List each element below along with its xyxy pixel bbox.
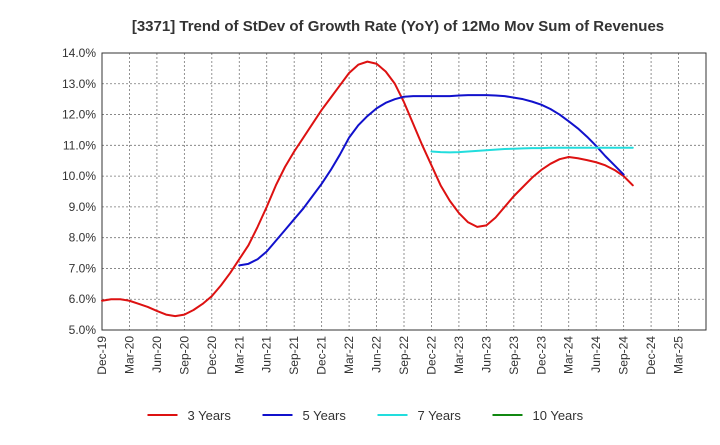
legend-label: 7 Years bbox=[418, 408, 462, 423]
y-tick-label: 9.0% bbox=[69, 200, 97, 214]
legend-item: 5 Years bbox=[262, 408, 347, 423]
series-line-5-years bbox=[238, 94, 625, 267]
x-tick-label: Jun-20 bbox=[150, 336, 164, 373]
series-line-3-years bbox=[101, 60, 634, 318]
x-tick-label: Mar-25 bbox=[672, 336, 686, 374]
y-tick-label: 8.0% bbox=[69, 231, 97, 245]
legend-item: 3 Years bbox=[147, 408, 232, 423]
x-tick-label: Dec-19 bbox=[95, 336, 109, 375]
x-tick-label: Dec-21 bbox=[315, 336, 329, 375]
plot-area bbox=[102, 53, 706, 330]
legend: 3 Years 5 Years 7 Years 10 Years bbox=[147, 408, 584, 423]
x-tick-label: Mar-20 bbox=[122, 336, 136, 374]
legend-item: 10 Years bbox=[492, 408, 584, 423]
legend-label: 3 Years bbox=[188, 408, 232, 423]
series-layer bbox=[101, 60, 634, 318]
x-tick-label: Jun-23 bbox=[479, 336, 493, 373]
y-tick-label: 11.0% bbox=[63, 138, 96, 152]
x-tick-label: Jun-24 bbox=[589, 336, 603, 373]
y-tick-label: 7.0% bbox=[69, 261, 97, 275]
y-tick-label: 14.0% bbox=[62, 46, 96, 60]
x-tick-label: Sep-21 bbox=[287, 336, 301, 375]
x-tick-label: Sep-20 bbox=[177, 336, 191, 375]
legend-item: 7 Years bbox=[377, 408, 462, 423]
x-tick-label: Jun-22 bbox=[370, 336, 384, 373]
legend-label: 5 Years bbox=[303, 408, 347, 423]
x-tick-label: Mar-21 bbox=[232, 336, 246, 374]
x-tick-label: Sep-24 bbox=[617, 336, 631, 375]
y-tick-label: 10.0% bbox=[62, 169, 96, 183]
x-tick-label: Sep-22 bbox=[397, 336, 411, 375]
grid bbox=[101, 52, 706, 331]
y-tick-label: 12.0% bbox=[62, 108, 96, 122]
x-tick-label: Dec-20 bbox=[205, 336, 219, 375]
x-tick-label: Mar-24 bbox=[562, 336, 576, 374]
x-tick-label: Jun-21 bbox=[260, 336, 274, 373]
series-line-7-years bbox=[430, 146, 634, 154]
axes: 5.0% 6.0% 7.0% 8.0% 9.0% 10.0% 11.0% 12.0% 13.0%… bbox=[62, 46, 707, 375]
x-tick-label: Dec-24 bbox=[644, 336, 658, 375]
x-tick-label: Dec-22 bbox=[424, 336, 438, 375]
x-tick-label: Sep-23 bbox=[507, 336, 521, 375]
y-tick-label: 6.0% bbox=[69, 292, 97, 306]
x-tick-label: Dec-23 bbox=[534, 336, 548, 375]
y-tick-label: 5.0% bbox=[69, 323, 97, 337]
x-tick-label: Mar-23 bbox=[452, 336, 466, 374]
legend-label: 10 Years bbox=[533, 408, 584, 423]
y-tick-label: 13.0% bbox=[62, 77, 96, 91]
chart-title: [3371] Trend of StDev of Growth Rate (Yo… bbox=[132, 18, 664, 35]
plot-border bbox=[101, 52, 707, 331]
x-tick-label: Mar-22 bbox=[342, 336, 356, 374]
